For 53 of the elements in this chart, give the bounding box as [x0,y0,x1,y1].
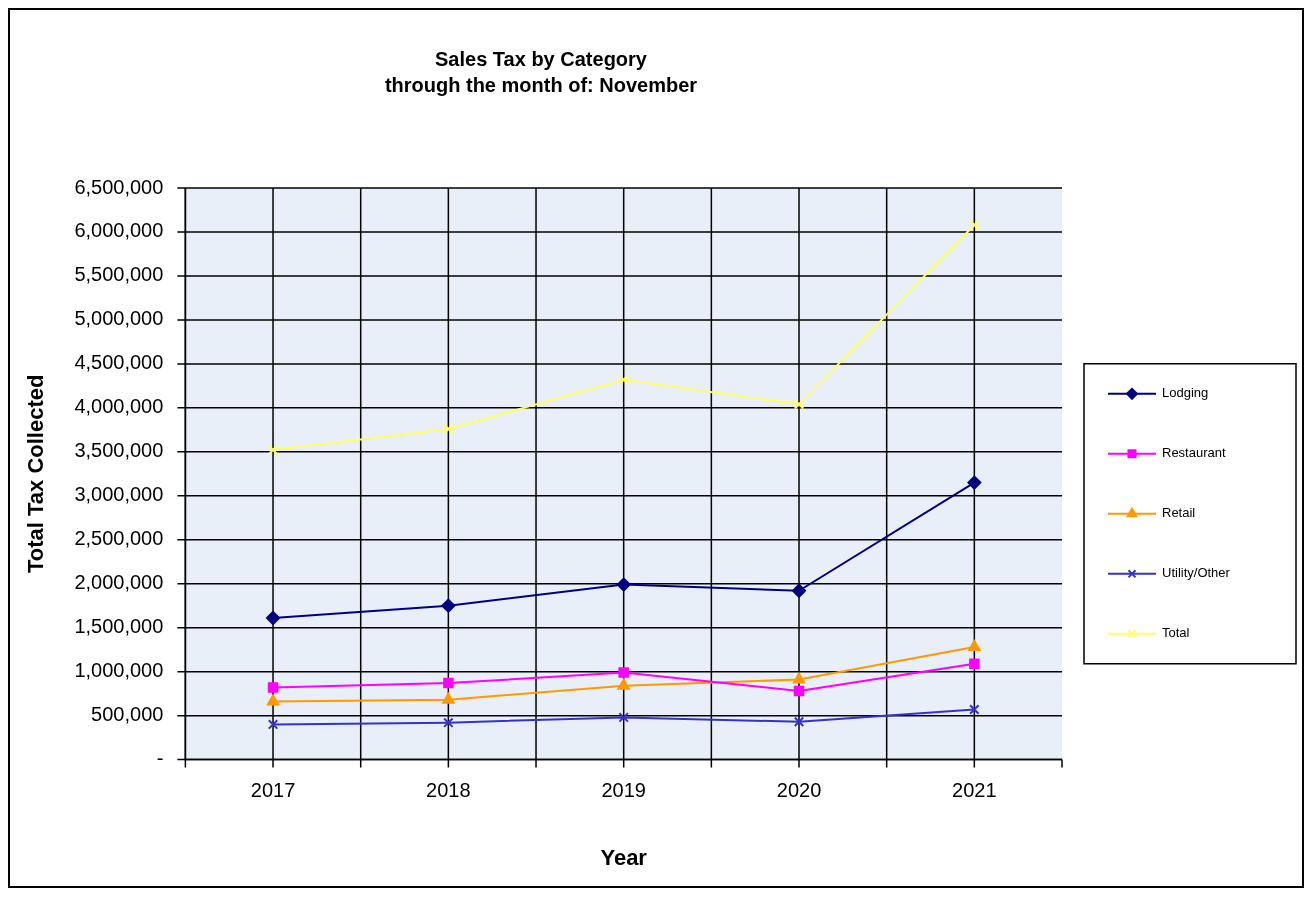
chart-subtitle: through the month of: November [384,73,698,96]
y-tick-label: 5,000,000 [74,307,164,330]
x-tick-label: 2021 [952,779,997,802]
y-tick-label: - [156,747,164,770]
legend-label: Lodging [1162,385,1209,401]
point [969,658,980,669]
y-tick-label: 4,500,000 [74,351,164,374]
legend-label: Utility/Other [1162,565,1231,581]
point [618,374,629,385]
x-axis-title: Year [600,844,648,870]
point [267,719,279,730]
y-tick-label: 1,500,000 [74,615,164,638]
point [616,577,631,592]
y-axis-title: Total Tax Collected [23,374,49,574]
point [443,677,454,689]
point [967,475,982,490]
point [442,692,455,704]
point [968,640,981,652]
point [267,444,279,456]
x-tick-label: 2019 [601,779,646,802]
point [443,423,454,435]
point [618,667,629,678]
y-tick-label: 2,000,000 [74,571,164,594]
y-tick-label: 5,500,000 [74,263,164,286]
point [793,399,805,410]
legend-label: Restaurant [1162,445,1226,461]
point [266,611,281,626]
point [617,678,630,690]
y-tick-label: 3,000,000 [74,483,164,506]
y-tick-label: 4,000,000 [74,395,164,418]
x-tick-label: 2017 [250,779,296,802]
point [618,712,629,723]
y-tick-label: 2,500,000 [74,527,164,550]
y-tick-label: 500,000 [91,703,164,726]
point [441,598,456,613]
x-tick-label: 2018 [426,779,471,802]
y-tick-label: 6,500,000 [74,175,164,198]
y-tick-label: 1,000,000 [74,659,164,682]
point [443,717,454,728]
legend-label: Retail [1162,505,1196,521]
y-tick-label: 3,500,000 [74,439,164,462]
chart-title: Sales Tax by Category [435,47,648,70]
point [969,704,980,715]
point [793,685,805,697]
point [793,716,805,728]
point [792,672,806,684]
point [969,219,980,231]
point [266,694,280,706]
y-tick-label: 6,000,000 [74,219,164,242]
point [792,583,807,598]
legend-label: Total [1162,625,1190,641]
x-tick-label: 2020 [776,779,822,802]
point [267,682,279,693]
